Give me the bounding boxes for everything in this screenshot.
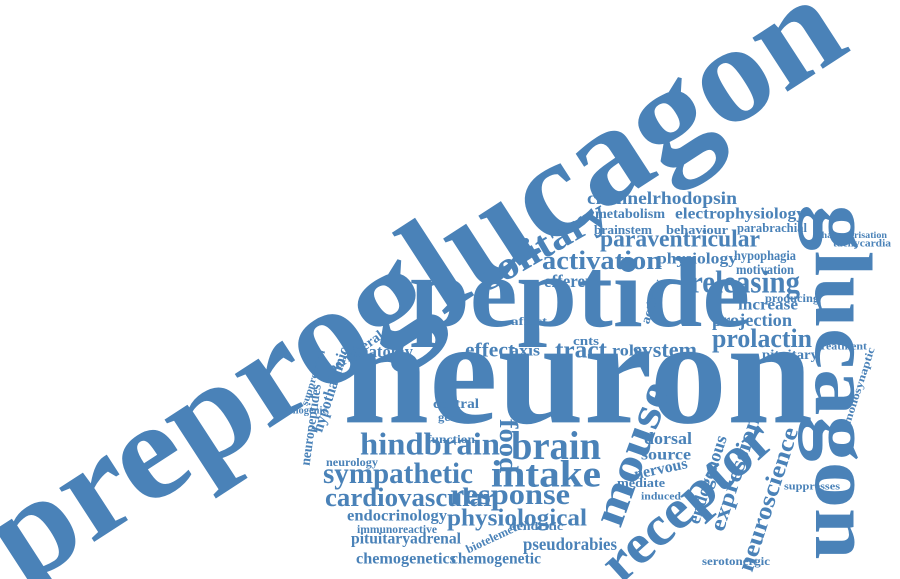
word: parabrachial (737, 220, 807, 235)
word: increase (738, 297, 798, 314)
word: system (633, 337, 697, 362)
word: metabolism (595, 207, 665, 222)
word: neuron (343, 289, 813, 455)
word: physiological (447, 506, 587, 532)
word: pituitaryadrenal (351, 531, 462, 548)
word: endocrinology (347, 508, 447, 525)
word: channelrhodopsin (587, 188, 737, 208)
word: prolactin (712, 324, 813, 353)
word: neurology (326, 455, 378, 469)
word: activation (542, 246, 663, 275)
word: electrophysiology (675, 206, 805, 223)
word: induced (641, 491, 681, 503)
word: motivation (736, 263, 794, 278)
word: dendritic (509, 519, 564, 533)
word: pituitary (762, 348, 818, 363)
word: peptide (410, 237, 750, 348)
word: characterisation (817, 230, 887, 240)
word: role (612, 343, 642, 360)
word: gcamp (438, 410, 474, 424)
word: releasing (690, 263, 800, 299)
word: treatment (817, 341, 867, 353)
word: pseudorabies (523, 534, 617, 554)
word: central (433, 397, 479, 412)
word: hindbrain (360, 425, 500, 461)
word: anatomy (351, 342, 413, 361)
word: response (450, 478, 570, 511)
word: sympathetic (323, 457, 473, 490)
word: suppresses (784, 481, 840, 492)
word: cnts (573, 333, 599, 348)
word: efferent (544, 271, 600, 291)
word: chemogenetic (451, 551, 541, 568)
word: source (641, 447, 691, 464)
word: producing (765, 291, 819, 305)
word: chemogenetics (356, 551, 456, 568)
word: hypophagia (734, 249, 796, 264)
word: tachycardia (833, 238, 892, 250)
word: affect (511, 314, 547, 328)
word: axis (510, 343, 540, 360)
word: physiology (657, 251, 737, 268)
word: food (494, 419, 523, 474)
word: behaviour (666, 222, 728, 237)
word: serotonergic (702, 554, 771, 568)
word: brain (511, 423, 601, 468)
word: dorsal (644, 429, 692, 448)
word: immunoreactive (357, 522, 438, 536)
word: mediate (617, 475, 665, 490)
word: glucagon (798, 205, 889, 560)
word: paraventricular (600, 227, 760, 253)
word: cardiovascular (325, 483, 495, 512)
word: psychogenic (273, 405, 328, 416)
word: brainstem (594, 222, 652, 237)
word: intake (491, 454, 601, 496)
word: effect (465, 340, 515, 362)
word: projection (712, 310, 792, 330)
word: function (427, 432, 475, 446)
word: tract (555, 338, 607, 364)
